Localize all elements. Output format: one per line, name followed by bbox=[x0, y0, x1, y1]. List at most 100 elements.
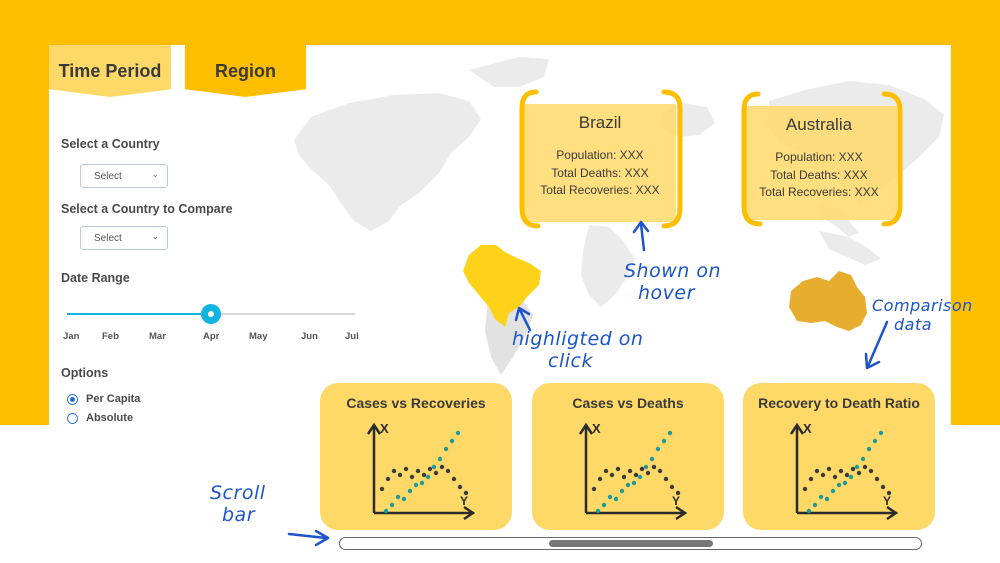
data-point bbox=[591, 486, 597, 492]
month-jul: Jul bbox=[345, 331, 359, 342]
country-select[interactable]: Select ⌄ bbox=[80, 164, 168, 188]
data-point bbox=[651, 464, 657, 470]
data-point bbox=[409, 474, 415, 480]
tab-region-label: Region bbox=[215, 60, 276, 81]
radio-per-capita-label: Per Capita bbox=[86, 393, 141, 405]
annotation-line: click bbox=[548, 350, 593, 372]
data-point bbox=[661, 438, 667, 444]
horizontal-scrollbar[interactable] bbox=[339, 537, 922, 550]
data-point bbox=[609, 472, 615, 478]
data-point bbox=[391, 468, 397, 474]
radio-per-capita[interactable] bbox=[67, 394, 78, 405]
data-point bbox=[433, 470, 439, 476]
data-point bbox=[808, 476, 814, 482]
data-point bbox=[403, 466, 409, 472]
data-point bbox=[597, 476, 603, 482]
date-range-label: Date Range bbox=[61, 271, 130, 285]
data-point bbox=[814, 468, 820, 474]
data-point bbox=[663, 476, 669, 482]
data-point bbox=[802, 486, 808, 492]
data-point bbox=[413, 482, 419, 488]
data-point bbox=[812, 502, 818, 508]
data-point bbox=[826, 466, 832, 472]
data-point bbox=[874, 476, 880, 482]
data-point bbox=[637, 474, 643, 480]
country-select-label: Select a Country bbox=[61, 137, 160, 151]
y-axis-arrow bbox=[366, 422, 382, 435]
data-point bbox=[595, 508, 601, 514]
brazil-info-card: Brazil Population: XXX Total Deaths: XXX… bbox=[535, 113, 665, 200]
data-point bbox=[401, 496, 407, 502]
scrollbar-thumb[interactable] bbox=[549, 540, 713, 547]
y-axis-arrow bbox=[578, 422, 594, 435]
australia-highlight[interactable] bbox=[789, 271, 867, 331]
country-select-value: Select bbox=[94, 170, 122, 182]
radio-absolute[interactable] bbox=[67, 413, 78, 424]
chevron-down-icon: ⌄ bbox=[151, 169, 159, 179]
card-recoveries: Total Recoveries: XXX bbox=[759, 185, 879, 199]
data-point bbox=[625, 482, 631, 488]
radio-absolute-label: Absolute bbox=[86, 412, 134, 424]
data-point bbox=[836, 482, 842, 488]
compare-select-label: Select a Country to Compare bbox=[61, 202, 233, 216]
chart-title: Cases vs Deaths bbox=[572, 395, 684, 411]
data-point bbox=[621, 474, 627, 480]
x-axis-label: Y bbox=[672, 494, 680, 508]
y-axis-label: X bbox=[592, 421, 601, 436]
tab-region[interactable]: Region bbox=[185, 45, 306, 97]
data-point bbox=[389, 502, 395, 508]
compare-select-value: Select bbox=[94, 232, 122, 244]
data-point bbox=[421, 472, 427, 478]
card-deaths: Total Deaths: XXX bbox=[551, 165, 649, 180]
card-population: Population: XXX bbox=[556, 148, 644, 162]
data-point bbox=[860, 456, 866, 462]
annotation-line: Comparison bbox=[872, 296, 973, 315]
data-point bbox=[866, 446, 872, 452]
data-point bbox=[395, 494, 401, 500]
annotation-line: data bbox=[894, 315, 933, 334]
data-point bbox=[415, 468, 421, 474]
data-point bbox=[619, 488, 625, 494]
data-point bbox=[886, 490, 892, 496]
data-point bbox=[643, 464, 649, 470]
data-point bbox=[824, 496, 830, 502]
month-jun: Jun bbox=[301, 331, 318, 342]
mini-chart: XY bbox=[578, 421, 688, 521]
data-point bbox=[463, 490, 469, 496]
data-point bbox=[669, 484, 675, 490]
brazil-highlight[interactable] bbox=[463, 245, 541, 327]
data-point bbox=[425, 474, 431, 480]
tab-time-period[interactable]: Time Period bbox=[49, 45, 171, 97]
data-point bbox=[385, 476, 391, 482]
annotation-scroll: Scroll bar bbox=[210, 482, 266, 526]
data-point bbox=[449, 438, 455, 444]
data-point bbox=[667, 430, 673, 436]
data-point bbox=[844, 472, 850, 478]
data-point bbox=[657, 468, 663, 474]
month-jan: Jan bbox=[63, 331, 80, 342]
chart-title: Recovery to Death Ratio bbox=[758, 395, 920, 411]
data-point bbox=[645, 470, 651, 476]
data-point bbox=[383, 508, 389, 514]
data-point bbox=[627, 468, 633, 474]
data-point bbox=[427, 466, 433, 472]
data-point bbox=[607, 494, 613, 500]
data-point bbox=[457, 484, 463, 490]
annotation-line: Shown on bbox=[624, 260, 722, 282]
data-point bbox=[437, 456, 443, 462]
date-range-slider[interactable] bbox=[49, 300, 369, 330]
card-population: Population: XXX bbox=[775, 150, 863, 164]
data-point bbox=[613, 496, 619, 502]
data-point bbox=[455, 430, 461, 436]
data-point bbox=[830, 488, 836, 494]
compare-select[interactable]: Select ⌄ bbox=[80, 226, 168, 250]
card-deaths: Total Deaths: XXX bbox=[770, 167, 868, 182]
data-point bbox=[615, 466, 621, 472]
chart-title: Cases vs Recoveries bbox=[346, 395, 486, 411]
annotation-line: highligted on bbox=[512, 328, 644, 350]
